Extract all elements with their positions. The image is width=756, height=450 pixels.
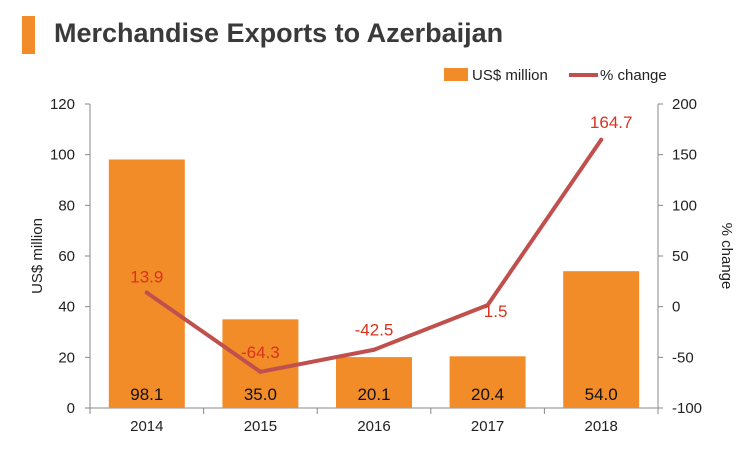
line-value-label: 1.5 bbox=[484, 302, 508, 321]
line-group bbox=[144, 137, 604, 374]
axes-group: 0 20 40 60 80 100 120 -100 -50 0 50 100 150 200 2014 20… bbox=[29, 96, 735, 435]
line-point bbox=[485, 303, 490, 308]
left-tick-label: 20 bbox=[58, 349, 75, 366]
title-accent-bar bbox=[22, 16, 35, 54]
right-tick-label: 200 bbox=[672, 96, 697, 113]
right-tick-label: -50 bbox=[672, 349, 694, 366]
left-tick-label: 0 bbox=[67, 400, 75, 417]
line-point bbox=[599, 137, 604, 142]
left-tick-label: 80 bbox=[58, 197, 75, 214]
right-tick-label: 100 bbox=[672, 197, 697, 214]
line-value-label: 164.7 bbox=[590, 113, 633, 132]
line-point bbox=[258, 369, 263, 374]
bar-value-label: 98.1 bbox=[130, 385, 163, 404]
legend-bar-label: US$ million bbox=[472, 67, 548, 84]
line-point bbox=[372, 347, 376, 352]
legend: US$ million % change bbox=[444, 67, 667, 84]
line-value-label: 13.9 bbox=[130, 268, 163, 287]
bar bbox=[222, 319, 299, 408]
left-tick-label: 100 bbox=[50, 147, 75, 164]
x-tick-label: 2017 bbox=[471, 418, 504, 435]
right-tick-label: 150 bbox=[672, 147, 697, 164]
left-axis-title: US$ million bbox=[29, 218, 46, 294]
line-labels-group: 13.9 -64.3 -42.5 1.5 164.7 bbox=[130, 113, 632, 362]
right-tick-label: 0 bbox=[672, 299, 680, 316]
x-tick-label: 2014 bbox=[130, 418, 163, 435]
bars-group bbox=[108, 159, 640, 408]
x-tick-label: 2015 bbox=[244, 418, 277, 435]
bar-value-label: 20.1 bbox=[357, 385, 390, 404]
line-value-label: -64.3 bbox=[241, 343, 280, 362]
left-tick-label: 120 bbox=[50, 96, 75, 113]
chart-title: Merchandise Exports to Azerbaijan bbox=[54, 18, 504, 48]
bar-labels-group: 98.1 35.0 20.1 20.4 54.0 bbox=[130, 385, 617, 404]
line-value-label: -42.5 bbox=[355, 321, 394, 340]
bar-value-label: 20.4 bbox=[471, 385, 504, 404]
right-tick-label: 50 bbox=[672, 248, 689, 265]
legend-line-label: % change bbox=[600, 67, 667, 84]
bar-value-label: 54.0 bbox=[585, 385, 618, 404]
left-tick-label: 60 bbox=[58, 248, 75, 265]
bar bbox=[449, 356, 526, 408]
legend-bar-swatch bbox=[444, 68, 468, 81]
bar bbox=[563, 271, 640, 408]
bar-value-label: 35.0 bbox=[244, 385, 277, 404]
line-point bbox=[144, 290, 149, 295]
right-tick-label: -100 bbox=[672, 400, 702, 417]
bar bbox=[108, 159, 185, 408]
bar bbox=[336, 357, 412, 408]
right-axis-title: % change bbox=[718, 223, 735, 290]
left-tick-label: 40 bbox=[58, 299, 75, 316]
x-tick-label: 2016 bbox=[357, 418, 390, 435]
x-tick-label: 2018 bbox=[585, 418, 618, 435]
